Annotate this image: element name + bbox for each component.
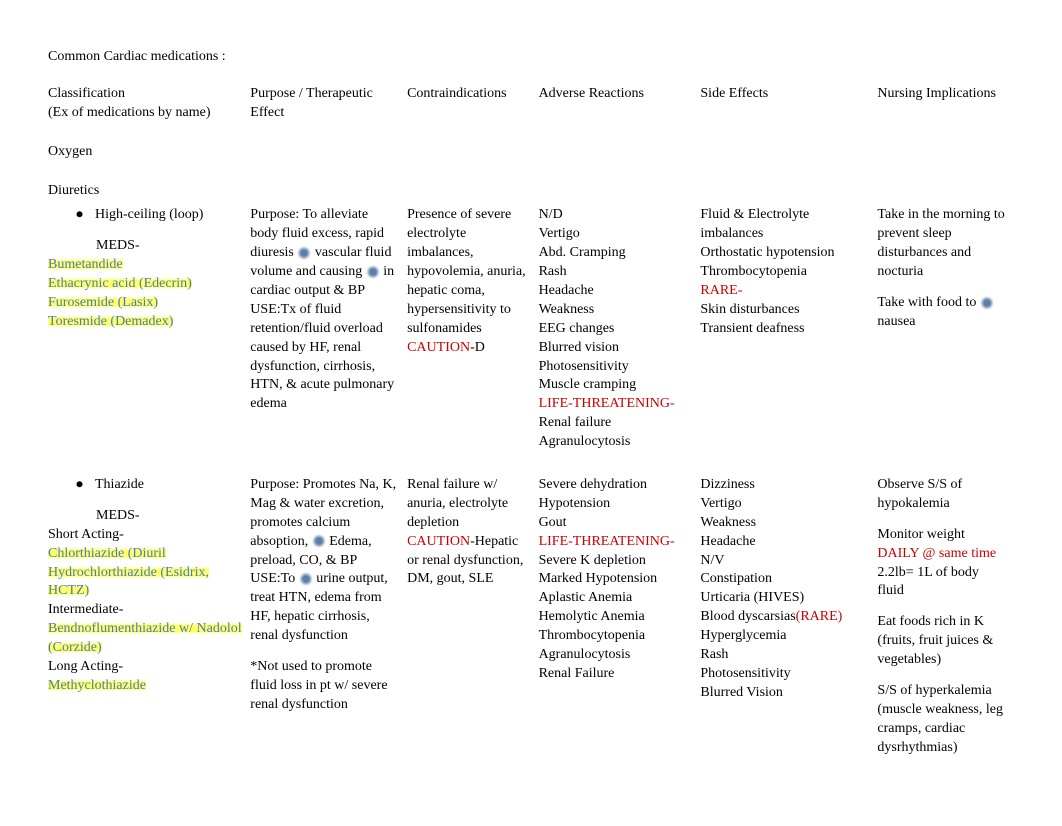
thiazide-nursing: Observe S/S of hypokalemia Monitor weigh… bbox=[877, 472, 1014, 778]
header-classification: Classification (Ex of medications by nam… bbox=[48, 85, 250, 141]
oxygen-label: Oxygen bbox=[48, 141, 250, 164]
bullet-icon: ⦁ bbox=[76, 206, 83, 225]
page-title: Common Cardiac medications : bbox=[48, 48, 1014, 67]
loop-adverse: N/D Vertigo Abd. Cramping Rash Headache … bbox=[539, 202, 701, 472]
diuretics-row: Diuretics bbox=[48, 180, 1014, 203]
header-purpose: Purpose / Therapeutic Effect bbox=[250, 85, 407, 141]
bullet-icon: ⦁ bbox=[76, 476, 83, 495]
loop-purpose: Purpose: To alleviate body fluid excess,… bbox=[250, 202, 407, 472]
loop-nursing: Take in the morning to prevent sleep dis… bbox=[877, 202, 1014, 472]
loop-row: ⦁High-ceiling (loop) MEDS- Bumetandide E… bbox=[48, 202, 1014, 472]
med-name: Bumetandide bbox=[48, 257, 123, 272]
oxygen-row: Oxygen bbox=[48, 141, 1014, 164]
med-name: Furosemide (Lasix) bbox=[48, 295, 158, 310]
thiazide-contra: Renal failure w/ anuria, electrolyte dep… bbox=[407, 472, 538, 778]
medication-table: Classification (Ex of medications by nam… bbox=[48, 85, 1014, 778]
thiazide-purpose: Purpose: Promotes Na, K, Mag & water exc… bbox=[250, 472, 407, 778]
thiazide-adverse: Severe dehydration Hypotension Gout LIFE… bbox=[539, 472, 701, 778]
loop-classification: ⦁High-ceiling (loop) MEDS- Bumetandide E… bbox=[48, 202, 250, 472]
med-name: Methyclothiazide bbox=[48, 678, 146, 693]
thiazide-side: Dizziness Vertigo Weakness Headache N/V … bbox=[700, 472, 877, 778]
header-nursing: Nursing Implications bbox=[877, 85, 1014, 141]
med-name: Toresmide (Demadex) bbox=[48, 314, 173, 329]
header-adverse: Adverse Reactions bbox=[539, 85, 701, 141]
arrow-icon bbox=[366, 265, 380, 279]
diuretics-label: Diuretics bbox=[48, 180, 250, 203]
loop-side: Fluid & Electrolyte imbalances Orthostat… bbox=[700, 202, 877, 472]
header-contraindications: Contraindications bbox=[407, 85, 538, 141]
header-side-effects: Side Effects bbox=[700, 85, 877, 141]
med-name: Chlorthiazide (Diuril bbox=[48, 546, 166, 561]
thiazide-classification: ⦁Thiazide MEDS- Short Acting- Chlorthiaz… bbox=[48, 472, 250, 778]
arrow-icon bbox=[980, 296, 994, 310]
med-name: Bendnoflumenthiazide w/ Nadolol (Corzide… bbox=[48, 621, 242, 655]
blank-row bbox=[48, 164, 1014, 180]
table-header-row: Classification (Ex of medications by nam… bbox=[48, 85, 1014, 141]
med-name: Hydrochlorthiazide (Esidrix, HCTZ) bbox=[48, 565, 209, 599]
thiazide-row: ⦁Thiazide MEDS- Short Acting- Chlorthiaz… bbox=[48, 472, 1014, 778]
arrow-icon bbox=[312, 534, 326, 548]
arrow-icon bbox=[297, 246, 311, 260]
med-name: Ethacrynic acid (Edecrin) bbox=[48, 276, 192, 291]
intermediate-label: Intermediate- bbox=[48, 601, 242, 620]
loop-contra: Presence of severe electrolyte imbalance… bbox=[407, 202, 538, 472]
short-acting-label: Short Acting- bbox=[48, 526, 242, 545]
long-acting-label: Long Acting- bbox=[48, 658, 242, 677]
arrow-icon bbox=[299, 572, 313, 586]
